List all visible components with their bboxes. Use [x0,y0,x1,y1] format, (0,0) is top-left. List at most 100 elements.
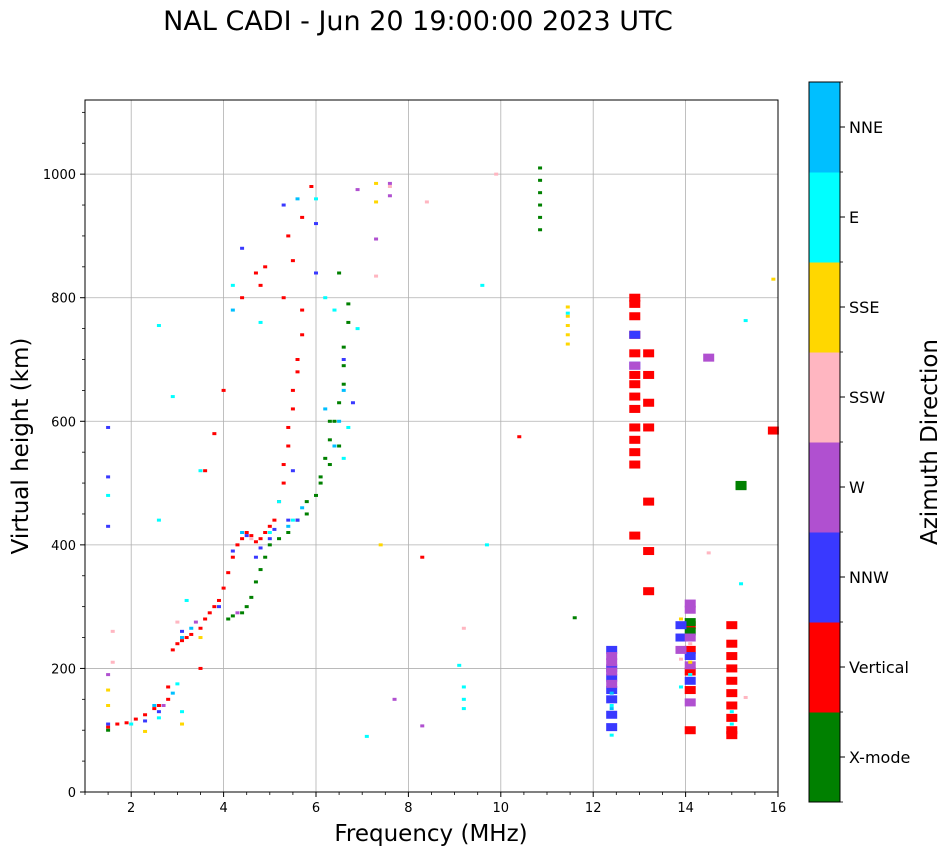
data-point [180,629,185,633]
data-point [267,537,272,541]
data-point [263,265,268,269]
data-point [629,392,641,401]
data-point [286,518,291,522]
data-point [189,632,194,636]
axes-frame [84,99,779,793]
data-point [295,370,300,374]
colorbar-tick-label: SSW [849,388,885,407]
data-point [684,652,696,661]
data-point [643,587,655,596]
y-tick-label: 600 [51,415,76,430]
data-point [156,710,161,714]
data-point [170,395,175,399]
data-point [156,518,161,522]
series-nnw [106,203,696,732]
data-point [300,333,305,337]
y-tick-label: 400 [51,539,76,554]
data-point [253,271,258,275]
data-point [332,419,337,423]
data-point [230,555,235,559]
data-point [180,639,185,643]
data-point [272,518,277,522]
data-point [346,302,351,306]
data-point [180,636,185,640]
data-point [267,543,272,547]
data-point [198,626,203,630]
data-point [484,543,489,547]
data-point [170,691,175,695]
data-point [726,689,738,698]
data-point [378,543,383,547]
data-point [606,695,618,704]
data-point [643,349,655,358]
chart-title: NAL CADI - Jun 20 19:00:00 2023 UTC [163,6,673,37]
data-point [675,621,687,630]
x-tick-label: 16 [770,801,787,816]
data-point [106,425,111,429]
data-point [221,586,226,590]
colorbar-label: Azimuth Direction [917,339,943,545]
data-point [538,166,543,170]
data-point [538,191,543,195]
data-point [767,426,779,435]
data-point [461,626,466,630]
data-point [323,456,328,460]
data-point [374,237,379,241]
data-point [198,636,203,640]
colorbar-segment [809,172,840,263]
data-point [629,370,641,379]
data-point [606,652,618,661]
data-point [106,524,111,528]
data-point [684,618,696,627]
data-point [341,358,346,361]
data-point [281,203,286,207]
data-point [675,633,687,642]
data-point [166,685,171,689]
data-point [106,673,111,677]
data-point [277,537,282,541]
series-vertical [106,185,779,740]
data-point [263,531,268,534]
data-point [180,710,185,714]
data-point [684,661,696,670]
data-point [314,222,318,226]
data-point [771,277,776,281]
data-point [606,723,618,732]
data-point [281,463,286,467]
data-point [678,685,683,689]
data-point [216,605,221,609]
data-point [156,716,161,720]
data-point [538,203,543,207]
data-point [258,568,263,572]
data-point [606,673,618,682]
x-axis-label: Frequency (MHz) [334,821,527,847]
data-point [230,283,235,287]
data-point [230,614,235,618]
series-e [106,197,748,738]
data-point [350,401,355,405]
y-axis-ticks: 0 200 400 600 800 1000 [43,111,85,801]
data-point [688,673,693,677]
data-point [253,580,258,584]
data-point [374,274,379,278]
data-point [193,620,198,624]
data-point [629,404,641,413]
data-point [565,333,570,337]
data-point [684,726,696,735]
x-tick-label: 6 [312,801,320,816]
data-point [286,444,291,448]
data-point [290,407,295,411]
data-point [249,595,254,599]
data-point [606,710,618,719]
data-point [175,620,180,624]
grid-lines [85,100,778,792]
data-point [629,361,641,370]
data-point [629,330,641,339]
colorbar-segment [809,442,840,533]
data-point [743,695,748,699]
data-point [133,717,138,721]
data-point [629,460,641,469]
data-point [323,296,328,300]
data-point [253,540,258,544]
series-w [106,181,715,728]
